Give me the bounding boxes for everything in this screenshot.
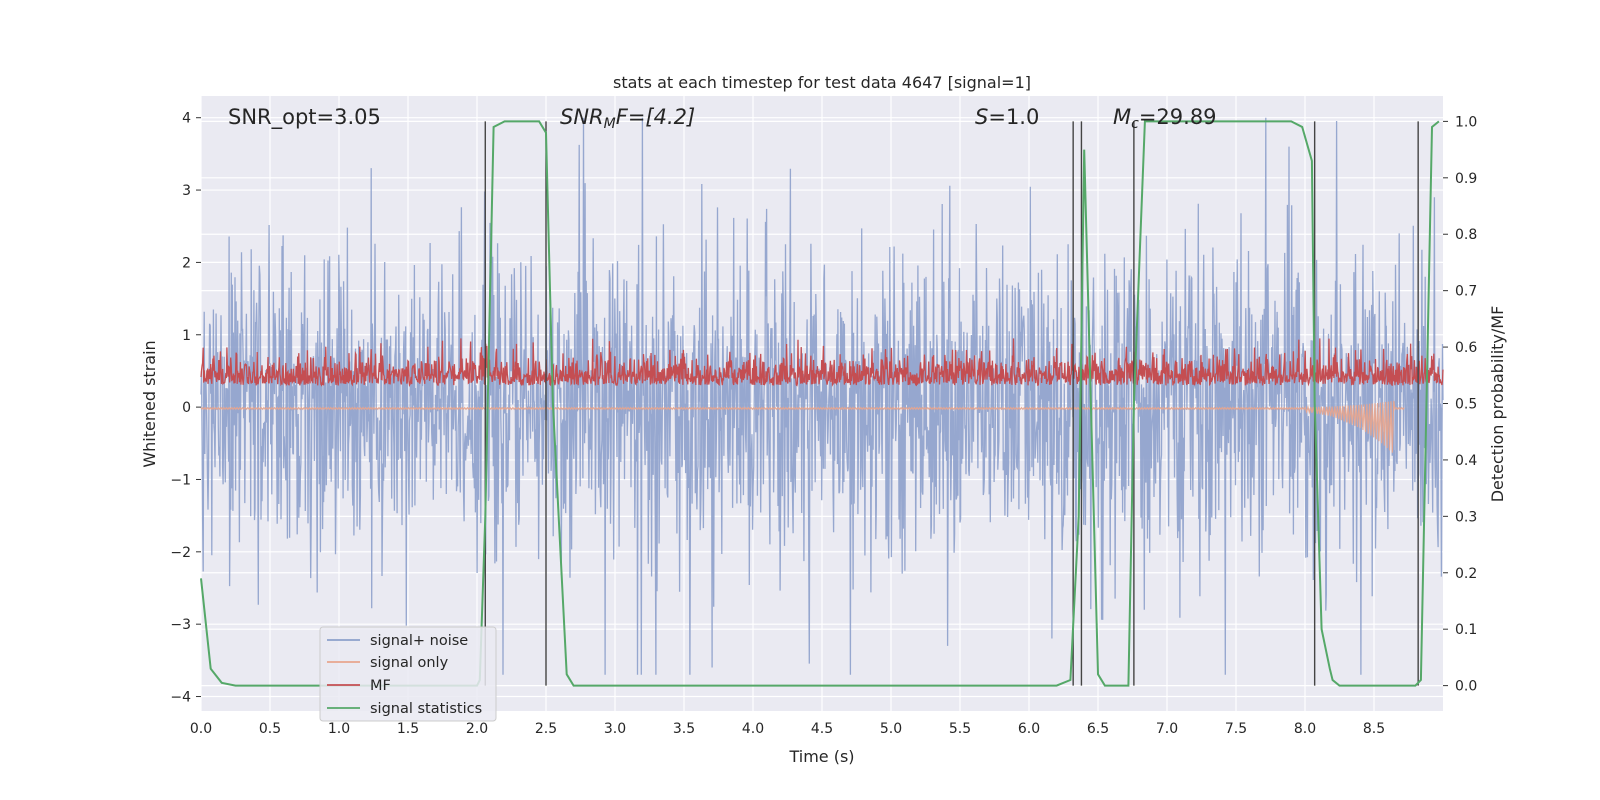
y-left-tick-label: −2 — [170, 545, 191, 561]
chart-title: stats at each timestep for test data 464… — [613, 73, 1031, 92]
annotation-s: S=1.0 — [975, 105, 1039, 129]
y-left-tick-label: −3 — [170, 617, 191, 633]
x-tick-label: 2.0 — [466, 721, 488, 737]
y-right-tick-label: 0.1 — [1455, 622, 1477, 638]
y-right-tick-label: 0.2 — [1455, 566, 1477, 582]
y-right-tick-label: 0.0 — [1455, 679, 1477, 695]
x-tick-label: 6.0 — [1018, 721, 1040, 737]
legend-label-signal-statistics: signal statistics — [370, 701, 482, 717]
x-tick-label: 5.0 — [880, 721, 902, 737]
x-tick-label: 4.0 — [742, 721, 764, 737]
x-tick-label: 1.0 — [328, 721, 350, 737]
y-right-tick-label: 0.9 — [1455, 171, 1477, 187]
series-mf — [200, 338, 1444, 388]
legend-label-signal-noise: signal+ noise — [370, 633, 468, 649]
y-left-axis-label: Whitened strain — [140, 340, 159, 467]
y-left-tick-label: −1 — [170, 472, 191, 488]
x-tick-label: 3.0 — [604, 721, 626, 737]
x-axis-label: Time (s) — [788, 747, 854, 766]
series-signal-statistics — [200, 120, 1440, 687]
x-tick-label: 1.5 — [397, 721, 419, 737]
x-tick-label: 0.0 — [190, 721, 212, 737]
legend-label-signal-only: signal only — [370, 655, 449, 671]
legend-label-mf: MF — [370, 678, 391, 694]
series-area — [200, 117, 1444, 687]
y-left-tick-label: 3 — [182, 183, 191, 199]
y-right-tick-label: 0.3 — [1455, 509, 1477, 525]
y-left-ticks: 4 3 2 1 0 −1 −2 −3 −4 — [170, 111, 201, 706]
y-left-tick-label: 2 — [182, 255, 191, 271]
y-right-tick-label: 0.7 — [1455, 284, 1477, 300]
annotation-snr-opt: SNR_opt=3.05 — [228, 105, 381, 130]
y-right-tick-label: 0.5 — [1455, 397, 1477, 413]
y-right-tick-label: 0.4 — [1455, 453, 1477, 469]
y-right-tick-label: 0.6 — [1455, 340, 1477, 356]
y-left-tick-label: 0 — [182, 400, 191, 416]
y-right-tick-label: 1.0 — [1455, 114, 1477, 130]
annotation-mc: Mc=29.89 — [1113, 105, 1217, 132]
x-tick-label: 0.5 — [259, 721, 281, 737]
legend: signal+ noise signal only MF signal stat… — [319, 626, 497, 722]
x-tick-label: 6.5 — [1087, 721, 1109, 737]
x-tick-label: 7.5 — [1225, 721, 1247, 737]
x-tick-label: 5.5 — [949, 721, 971, 737]
legend-box — [319, 626, 497, 722]
annotation-snr-mf: SNRMF=[4.2] — [560, 105, 695, 132]
x-tick-label: 2.5 — [535, 721, 557, 737]
x-tick-label: 8.5 — [1363, 721, 1385, 737]
y-left-tick-label: −4 — [170, 690, 191, 706]
series-signal-noise — [200, 117, 1444, 675]
x-tick-label: 4.5 — [811, 721, 833, 737]
y-left-tick-label: 4 — [182, 111, 191, 127]
x-tick-label: 7.0 — [1156, 721, 1178, 737]
y-right-ticks: 1.0 0.9 0.8 0.7 0.6 0.5 0.4 0.3 0.2 0.1 0.0 — [1443, 114, 1477, 695]
y-right-axis-label: Detection probability/MF — [1488, 306, 1507, 503]
y-right-tick-label: 0.8 — [1455, 227, 1477, 243]
series-signal-only — [200, 400, 1405, 453]
x-tick-label: 8.0 — [1294, 721, 1316, 737]
x-ticks: 0.0 0.5 1.0 1.5 2.0 2.5 3.0 3.5 4.0 4.5 5.0 5.5 6.0 6… — [190, 721, 1385, 737]
x-tick-label: 3.5 — [673, 721, 695, 737]
y-left-tick-label: 1 — [182, 328, 191, 344]
